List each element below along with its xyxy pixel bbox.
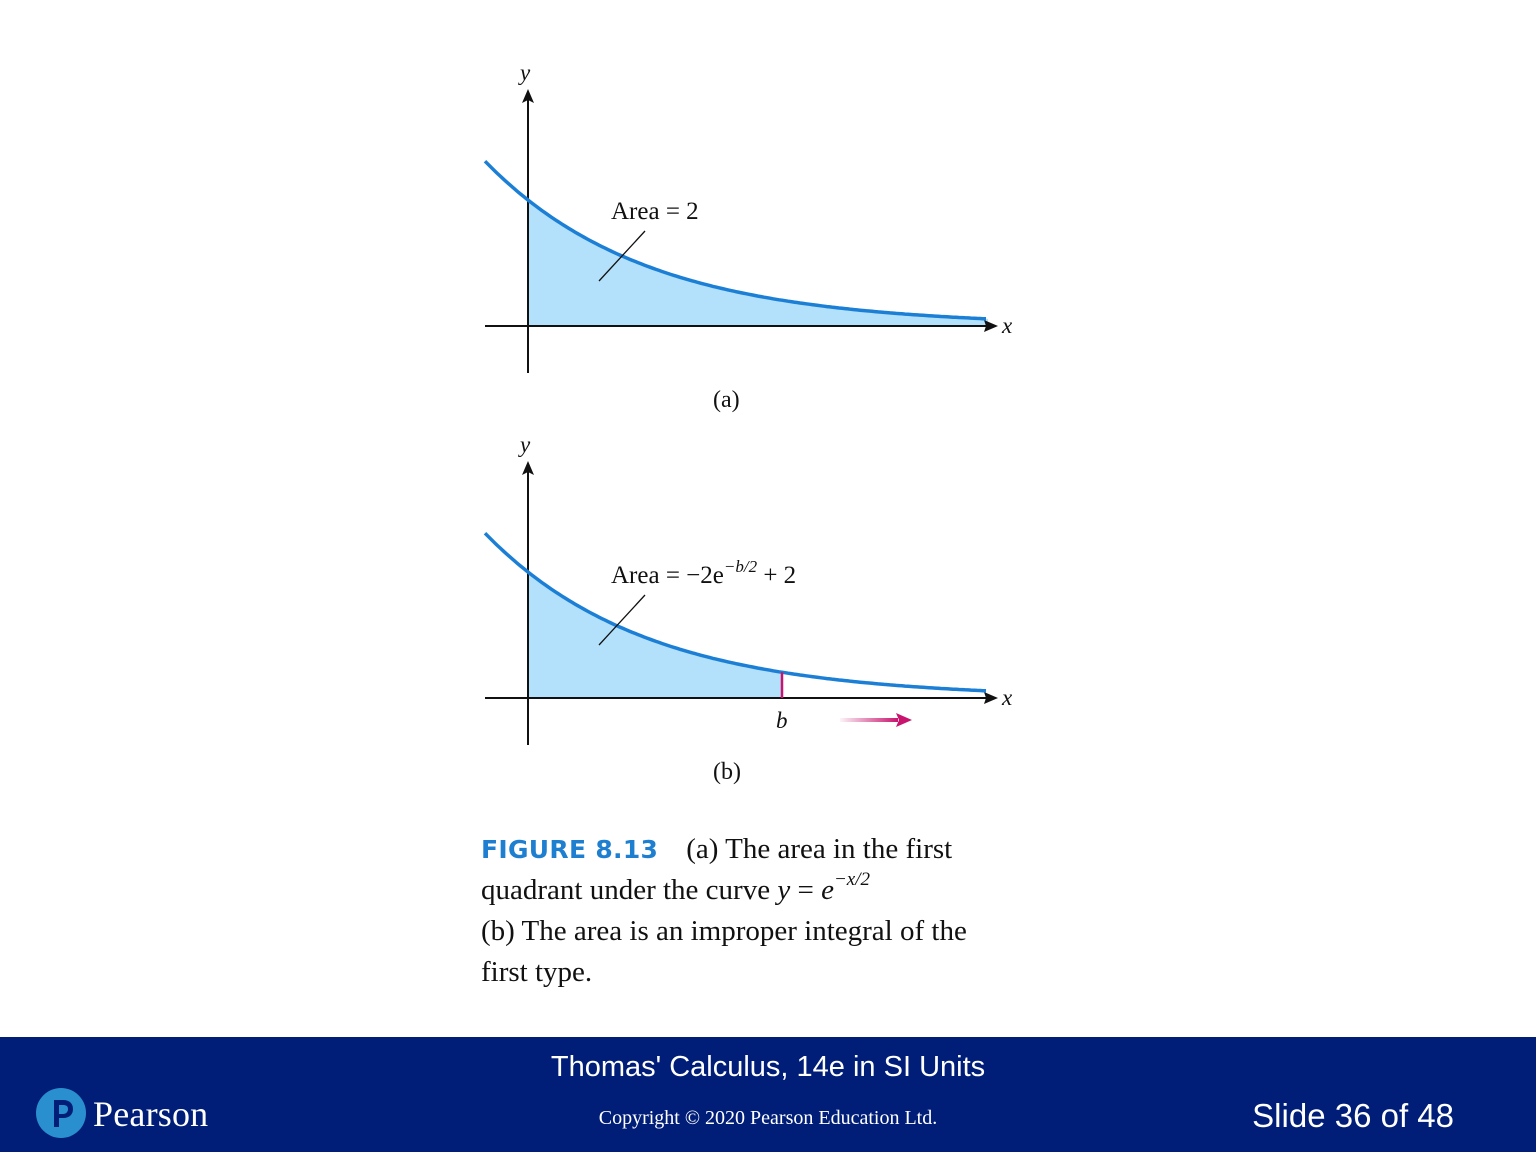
panel-label-b: (b) — [713, 759, 741, 785]
b-increase-arrow-icon — [896, 713, 912, 727]
y-axis-arrow-icon — [522, 89, 534, 103]
y-axis-arrow-icon — [522, 461, 534, 475]
pearson-p-icon — [36, 1088, 86, 1138]
figure-caption: FIGURE 8.13 (a) The area in the first qua… — [481, 829, 1041, 993]
y-axis-label-b: y — [518, 432, 531, 457]
area-label-b-suffix: + 2 — [757, 562, 796, 589]
x-axis-arrow-icon — [984, 320, 998, 332]
panel-label-a: (a) — [713, 387, 740, 413]
area-label-b-exponent: −b/2 — [724, 557, 758, 576]
caption-math-eq: = — [790, 874, 822, 906]
caption-line-1: FIGURE 8.13 (a) The area in the first — [481, 829, 1041, 870]
caption-math-y: y — [777, 874, 791, 906]
curve-a — [483, 159, 987, 321]
figure-number: FIGURE 8.13 — [481, 835, 659, 864]
x-axis-label-a: x — [1001, 313, 1013, 338]
pearson-logo-text: Pearson — [93, 1094, 209, 1134]
b-increase-arrow-shaft — [840, 718, 898, 722]
x-axis-arrow-icon — [984, 692, 998, 704]
area-label-b-prefix: Area = −2e — [611, 562, 724, 589]
area-label-b: Area = −2e−b/2 + 2 — [611, 557, 796, 589]
caption-line-2: quadrant under the curve y = e−x/2 — [481, 870, 1041, 911]
area-leader-line-a — [598, 230, 646, 282]
figure-a: y x Area = 2 (a) — [483, 60, 1013, 413]
slide-footer: Thomas' Calculus, 14e in SI Units Copyri… — [0, 1037, 1536, 1152]
book-title: Thomas' Calculus, 14e in SI Units — [550, 1051, 986, 1083]
figure-b: y x Area = −2e−b/2 + 2 b (b) — [483, 432, 1013, 785]
caption-line-3: (b) The area is an improper integral of … — [481, 915, 967, 947]
copyright-notice: Copyright © 2020 Pearson Education Ltd. — [598, 1107, 938, 1129]
b-label: b — [776, 708, 788, 733]
caption-line-4: first type. — [481, 956, 593, 988]
shaded-area-a — [528, 200, 988, 326]
caption-math-e: e — [821, 874, 834, 906]
caption-line-2-text: quadrant under the curve — [481, 874, 778, 906]
slide-number: Slide 36 of 48 — [1252, 1097, 1454, 1134]
caption-math-exponent: −x/2 — [833, 869, 870, 890]
x-axis-label-b: x — [1001, 685, 1013, 710]
area-label-a: Area = 2 — [611, 198, 699, 225]
caption-line-1-text: (a) The area in the first — [686, 833, 953, 865]
shaded-area-b — [528, 572, 782, 698]
y-axis-label-a: y — [518, 60, 531, 85]
curve-b — [483, 531, 987, 693]
area-leader-line-b — [598, 594, 646, 646]
